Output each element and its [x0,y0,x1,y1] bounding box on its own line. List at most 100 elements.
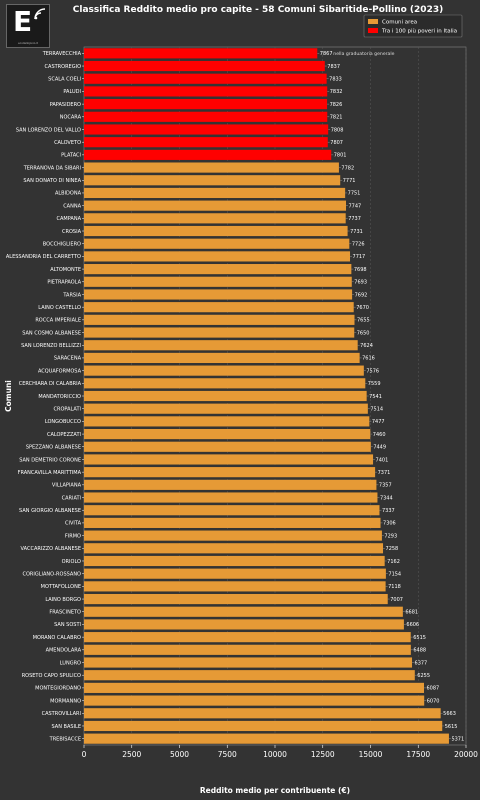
value-label: 7293 [384,533,397,539]
value-label: 7726 [352,242,365,248]
value-label: 5615 [445,724,458,730]
value-label: 7747 [349,203,362,209]
logo: E ecodellojonio.it [6,4,50,48]
bar [84,86,328,97]
category-label: FIRMO [65,533,81,539]
category-label: SAN GIORGIO ALBANESE [19,508,81,514]
value-label: 6606 [406,622,419,628]
legend-label: Comuni area [382,20,417,26]
category-label: SAN DEMETRIO CORONE [19,457,81,463]
category-label: TERRANOVA DA SIBARI [23,165,81,171]
bar [84,555,385,567]
category-label: BOCCHIGLIERO [43,242,81,248]
value-label: 7821 [330,115,343,121]
signal-icon [34,8,46,20]
bar [84,340,358,351]
value-label: 7460 [373,432,386,438]
bar [84,60,325,72]
category-label: ROCCA IMPERIALE [35,318,81,324]
category-label: FRANCAVILLA MARITTIMA [18,470,82,476]
value-label: 6515 [413,635,426,641]
bar [84,48,318,59]
bar [84,390,367,402]
x-tick-label: 15000 [359,750,383,759]
value-label: 7514 [370,406,383,412]
value-label: 7371 [378,470,391,476]
value-label: 7782 [341,165,354,171]
bar [84,695,425,706]
bar [84,492,378,503]
value-label: 7616 [362,356,375,362]
value-label: 7801 [334,153,347,159]
bar [84,238,350,249]
y-axis-title: Comuni [4,380,13,412]
bar [84,73,327,84]
category-label: MORMANNO [50,698,81,704]
category-label: SAN BASILE [52,724,81,730]
bar [84,200,347,211]
bar [84,720,443,732]
bar [84,632,411,643]
bar [84,213,346,224]
bar [84,479,377,490]
bar [84,99,328,110]
category-label: CORIGLIANO-ROSSANO [23,571,82,577]
category-label: CROPALATI [54,406,81,412]
category-label: CARIATI [62,495,81,501]
bar [84,530,382,541]
bar [84,111,328,122]
category-label: CAMPANA [56,216,81,222]
bar [84,403,368,414]
x-tick-label: 7500 [218,750,237,759]
category-label: SARACENA [54,356,82,362]
value-label: 7832 [330,89,343,95]
value-label: 7576 [366,368,379,374]
bar [84,644,411,655]
x-tick-label: 20000 [454,750,478,759]
category-label: ROSETO CAPO SPULICO [22,673,81,679]
category-label: SAN LORENZO DEL VALLO [16,127,81,133]
value-label: 5663 [443,711,456,717]
value-label: 7162 [387,559,400,565]
value-label: 7655 [357,318,370,324]
bar [84,593,388,605]
value-label: 7833 [329,77,342,83]
bar [84,657,413,668]
x-tick-label: 2500 [122,750,141,759]
bar [84,733,449,744]
category-label: MANDATORICCIO [38,394,81,400]
x-tick-label: 17500 [406,750,430,759]
bar [84,670,415,681]
category-label: LONGOBUCCO [45,419,81,425]
category-label: SAN COSMO ALBANESE [22,330,81,336]
category-label: FRASCINETO [49,610,81,616]
bar [84,264,352,275]
bar [84,517,381,528]
bar [84,149,332,160]
value-label: 7837 [327,64,340,70]
value-label: 7007 [390,597,403,603]
category-label: ALBIDONA [55,191,82,197]
category-label: CASTROREGIO [45,64,82,70]
chart-title: Classifica Reddito medio pro capite - 58… [73,5,443,15]
bar [84,606,403,617]
category-label: ACQUAFORMOSA [38,368,82,374]
bar [84,251,351,262]
category-label: LAINO BORGO [45,597,81,603]
bar [84,225,348,237]
value-label: 5371 [451,736,464,742]
category-label: CROSIA [62,229,82,235]
category-label: PALUDI [63,89,81,95]
logo-tagline: ecodellojonio.it [18,42,38,45]
x-tick-label: 10000 [263,750,287,759]
category-label: MONTEGIORDANO [35,686,81,692]
bar [84,543,384,554]
category-label: SCALA COELI [48,77,81,83]
bar [84,454,374,465]
value-label: 7717 [353,254,366,260]
bar [84,505,380,516]
bar [84,162,339,173]
value-label: 6087 [426,686,439,692]
bar [84,416,370,427]
